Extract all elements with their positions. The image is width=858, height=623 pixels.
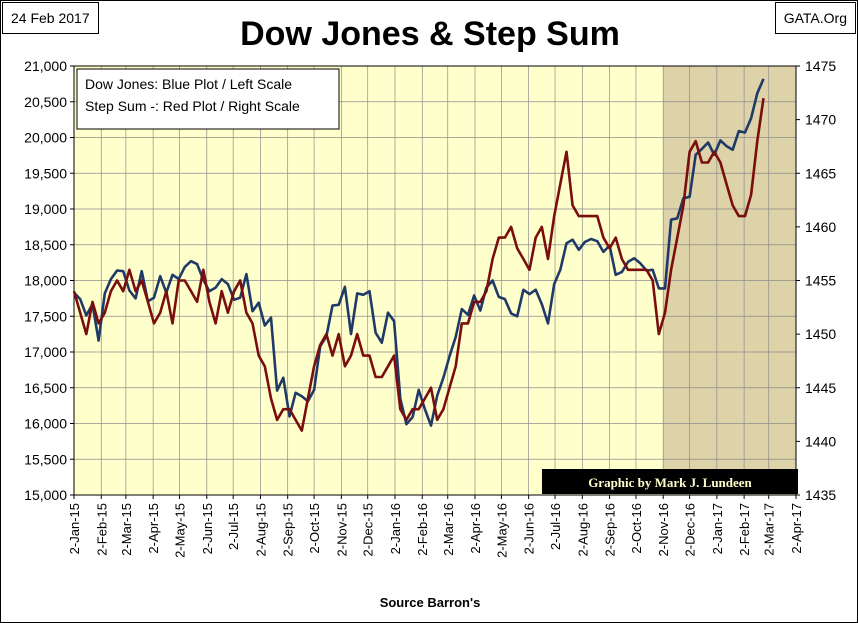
x-tick-label: 2-Aug-16 (575, 503, 590, 556)
legend-entry: Dow Jones: Blue Plot / Left Scale (85, 76, 292, 92)
series-line-0 (73, 78, 765, 427)
x-tick-label: 2-Apr-15 (146, 503, 161, 554)
x-tick-label: 2-Apr-17 (789, 503, 804, 554)
x-tick-label: 2-Jun-16 (522, 503, 537, 554)
chart-title: Dow Jones & Step Sum (240, 15, 620, 53)
x-tick-label: 2-Dec-16 (683, 503, 698, 556)
y-right-tick-label: 1460 (805, 219, 836, 235)
y-left-tick-label: 15,000 (24, 487, 67, 503)
y-right-tick-label: 1455 (805, 273, 836, 289)
y-left-tick-label: 18,500 (24, 237, 67, 253)
x-tick-label: 2-Oct-16 (629, 503, 644, 554)
y-left-tick-label: 19,000 (24, 201, 67, 217)
source-note: Source Barron's (379, 595, 481, 610)
x-tick-label: 2-Nov-16 (656, 503, 671, 556)
x-tick-label: 2-May-15 (173, 503, 188, 558)
x-tick-label: 2-May-16 (494, 503, 509, 558)
date-label: 24 Feb 2017 (2, 2, 99, 34)
x-tick-label: 2-Jan-17 (710, 503, 725, 554)
y-right-tick-label: 1435 (805, 487, 836, 503)
y-right-tick-label: 1470 (805, 112, 836, 128)
y-right-tick-label: 1465 (805, 165, 836, 181)
series-line-1 (72, 98, 765, 432)
x-tick-label: 2-Jul-16 (548, 503, 563, 550)
credit-label: Graphic by Mark J. Lundeen (588, 475, 752, 490)
y-left-tick-label: 20,000 (24, 130, 67, 146)
x-tick-label: 2-Apr-16 (468, 503, 483, 554)
x-tick-label: 2-Nov-15 (334, 503, 349, 556)
x-tick-label: 2-Sep-15 (281, 503, 296, 556)
y-right-tick-label: 1450 (805, 326, 836, 342)
y-left-tick-label: 18,000 (24, 273, 67, 289)
x-tick-label: 2-Mar-15 (119, 503, 134, 556)
x-tick-label: 2-Feb-15 (94, 503, 109, 556)
y-left-tick-label: 20,500 (24, 94, 67, 110)
x-tick-label: 2-Feb-16 (415, 503, 430, 556)
y-left-tick-label: 21,000 (24, 58, 67, 74)
x-tick-label: 2-Aug-15 (253, 503, 268, 556)
y-left-tick-label: 17,000 (24, 344, 67, 360)
legend-box: Dow Jones: Blue Plot / Left Scale Step Su… (76, 68, 340, 130)
dow-stepsum-chart: 15,000 15,500 16,000 16,500 17,000 17,500 18,0… (24, 58, 836, 558)
x-tick-label: 2-Jun-15 (200, 503, 215, 554)
y-left-tick-label: 17,500 (24, 308, 67, 324)
source-tag: GATA.Org (774, 2, 856, 34)
x-tick-label: 2-Jan-15 (67, 503, 82, 554)
x-tick-label: 2-Sep-16 (603, 503, 618, 556)
legend-entry: Step Sum -: Red Plot / Right Scale (85, 98, 300, 114)
y-right-tick-label: 1440 (805, 433, 836, 449)
x-tick-label: 2-Jul-15 (226, 503, 241, 550)
y-left-tick-label: 16,500 (24, 380, 67, 396)
legend-background (76, 68, 340, 130)
credit-background (542, 469, 798, 494)
y-left-tick-label: 15,500 (24, 451, 67, 467)
y-right-tick-label: 1445 (805, 380, 836, 396)
x-tick-label: 2-Feb-17 (737, 503, 752, 556)
x-tick-label: 2-Jan-16 (388, 503, 403, 554)
x-tick-label: 2-Mar-17 (762, 503, 777, 556)
y-left-tick-label: 19,500 (24, 165, 67, 181)
x-tick-label: 2-Mar-16 (441, 503, 456, 556)
x-tick-label: 2-Oct-15 (307, 503, 322, 554)
y-right-tick-label: 1475 (805, 58, 836, 74)
y-left-tick-label: 16,000 (24, 416, 67, 432)
x-tick-label: 2-Dec-15 (361, 503, 376, 556)
